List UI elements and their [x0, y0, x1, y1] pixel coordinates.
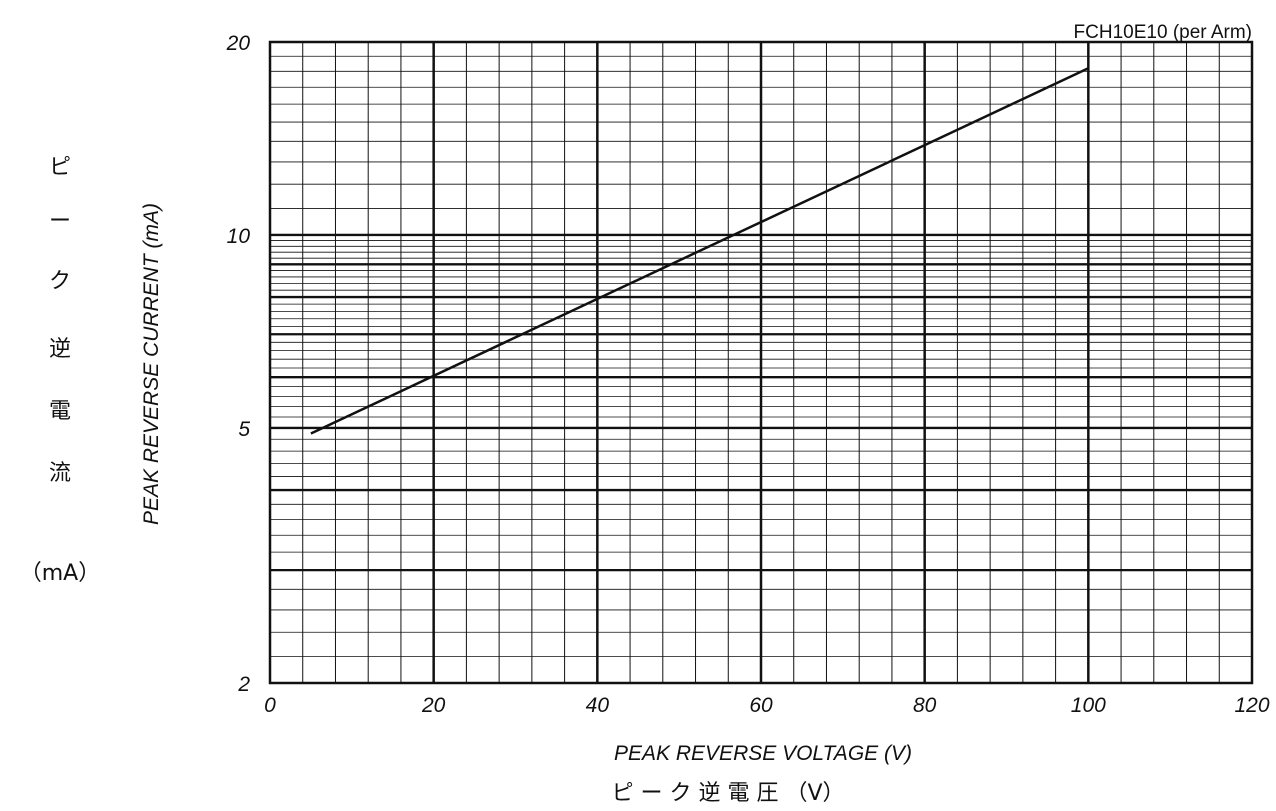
- x-tick-label: 20: [421, 694, 446, 717]
- y-axis-title-jp-char: 流: [49, 461, 71, 486]
- x-axis-title: PEAK REVERSE VOLTAGE (V): [614, 742, 912, 765]
- y-axis-title-jp-char: 電: [49, 399, 71, 424]
- y-axis-title: PEAK REVERSE CURRENT (mA): [140, 203, 163, 525]
- y-tick-label: 2: [237, 673, 250, 696]
- series-layer: [310, 67, 1089, 435]
- x-tick-label: 0: [264, 694, 276, 717]
- x-tick-label: 80: [913, 694, 937, 717]
- y-axis-title-jp-char: （mA）: [20, 561, 100, 586]
- x-axis-title-jp: ピ ー ク 逆 電 圧 （V）: [611, 781, 844, 806]
- y-tick-label: 20: [226, 32, 251, 55]
- y-axis-title-jp-char: 逆: [49, 337, 71, 362]
- y-axis-title-jp-char: ピ: [49, 155, 71, 180]
- y-tick-label: 5: [238, 418, 250, 441]
- x-tick-label: 100: [1071, 694, 1106, 717]
- x-tick-label: 120: [1234, 694, 1269, 717]
- chart-subtitle: FCH10E10 (per Arm): [1074, 22, 1252, 43]
- y-axis-title-jp-char: ク: [49, 269, 71, 294]
- y-tick-labels: 2 5 10 20: [226, 32, 251, 696]
- series-line-0: [310, 67, 1089, 435]
- major-grid: [270, 42, 1252, 683]
- y-axis-title-jp-char: ー: [49, 209, 71, 234]
- plot-frame: [268, 40, 1254, 685]
- x-tick-label: 40: [586, 694, 610, 717]
- x-tick-labels: 0 20 40 60 80 100 120: [264, 694, 1270, 717]
- x-tick-label: 60: [749, 694, 773, 717]
- y-tick-label: 10: [227, 225, 251, 248]
